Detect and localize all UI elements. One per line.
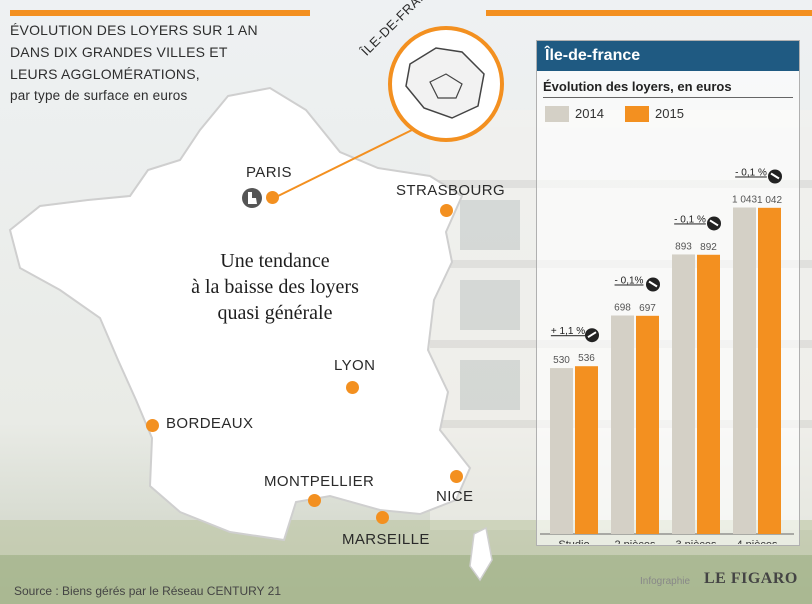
city-dot-nice: [450, 470, 463, 483]
city-bordeaux: BORDEAUX: [166, 415, 254, 432]
credit-infographie: Infographie: [640, 576, 691, 587]
bar-label-2014-1: 698: [614, 302, 631, 313]
chart-subtitle: Évolution des loyers, en euros: [543, 79, 732, 94]
idf-map-icon: [405, 47, 485, 119]
credit-le-figaro: LE FIGARO: [704, 570, 798, 587]
bar-2015-3: [758, 207, 781, 534]
city-dot-paris: [266, 191, 279, 204]
change-label-3: - 0,1 %: [735, 167, 767, 178]
bar-label-2015-1: 697: [639, 303, 656, 314]
header-line-4: par type de surface en euros: [10, 88, 188, 103]
bar-2014-2: [672, 254, 695, 534]
bar-label-2015-2: 892: [700, 242, 717, 253]
city-montpellier: MONTPELLIER: [264, 473, 375, 490]
trend-line-1: Une tendance: [220, 250, 330, 272]
trend-arrow-stroke-2: [709, 219, 719, 227]
legend-swatch-2014: [545, 106, 569, 122]
change-label-0: + 1,1 %: [551, 326, 585, 337]
trend-caption: Une tendance à la baisse des loyers quas…: [150, 248, 400, 326]
header-line-2: DANS DIX GRANDES VILLES ET: [10, 44, 228, 60]
trend-line-2: à la baisse des loyers: [191, 276, 359, 298]
bar-2015-0: [575, 366, 598, 534]
trend-arrow-stroke-0: [587, 331, 597, 339]
bar-chart: 530 536 Studio + 1,1 % 698 697 2 pièces - 0,1% 8…: [540, 167, 794, 544]
city-dot-bordeaux: [146, 419, 159, 432]
header-rule-right: [486, 10, 812, 16]
bar-label-2014-3: 1 043: [732, 194, 757, 205]
source-note: Source : Biens gérés par le Réseau CENTU…: [14, 584, 282, 598]
header-rule-left: [10, 10, 310, 16]
bar-label-2014-0: 530: [553, 355, 570, 366]
x-tick-label-1: 2 pièces: [615, 539, 656, 544]
bar-2015-1: [636, 315, 659, 534]
header-line-1: ÉVOLUTION DES LOYERS SUR 1 AN: [10, 22, 258, 38]
bar-label-2015-0: 536: [578, 353, 595, 364]
x-tick-label-3: 4 pièces: [737, 539, 778, 544]
city-strasbourg: STRASBOURG: [396, 182, 506, 199]
trend-arrow-stroke-3: [770, 172, 780, 180]
city-nice: NICE: [436, 488, 474, 505]
city-lyon: LYON: [334, 357, 376, 374]
inset-connector: [277, 129, 413, 197]
city-dot-lyon: [346, 381, 359, 394]
header-line-3: LEURS AGGLOMÉRATIONS,: [10, 66, 200, 82]
trend-line-3: quasi générale: [217, 302, 333, 324]
bar-2014-0: [550, 368, 573, 534]
bar-2014-3: [733, 207, 756, 534]
change-label-2: - 0,1 %: [674, 214, 706, 225]
city-paris: PARIS: [246, 164, 292, 181]
bar-2014-1: [611, 315, 634, 534]
bar-label-2014-2: 893: [675, 241, 692, 252]
subtitle-rule: [543, 97, 793, 98]
trend-arrow-stroke-1: [648, 280, 658, 288]
france-map: [8, 86, 472, 542]
city-dot-marseille: [376, 511, 389, 524]
bar-2015-2: [697, 254, 720, 535]
legend-label-2014: 2014: [575, 106, 604, 121]
change-label-1: - 0,1%: [615, 275, 644, 286]
bar-label-2015-3: 1 042: [757, 195, 782, 206]
city-marseille: MARSEILLE: [342, 531, 430, 548]
x-tick-label-0: Studio: [558, 539, 589, 544]
x-tick-label-2: 3 pièces: [676, 539, 717, 544]
legend-label-2015: 2015: [655, 106, 684, 121]
city-dot-strasbourg: [440, 204, 453, 217]
chart-title: Île-de-france: [537, 41, 799, 71]
legend-swatch-2015: [625, 106, 649, 122]
city-dot-montpellier: [308, 494, 321, 507]
